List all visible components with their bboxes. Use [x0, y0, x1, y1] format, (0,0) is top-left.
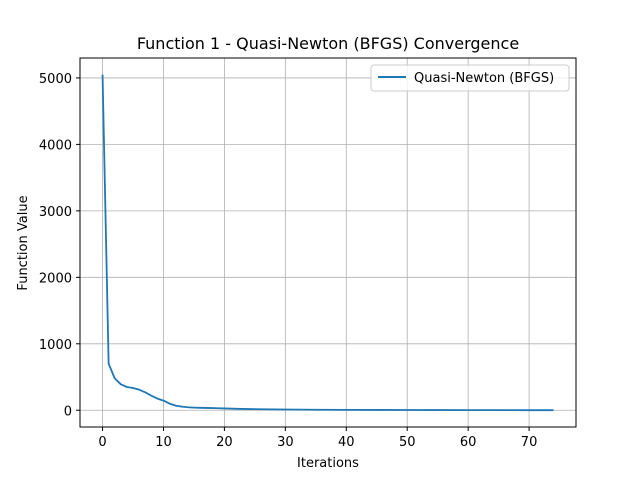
y-tick-label: 1000	[39, 338, 72, 353]
tick-layer: 0 10 20 30 40 50 60 70 0 1000 2000 3000 4000 5000	[39, 72, 537, 450]
y-tick-label: 3000	[39, 205, 72, 220]
y-tick-label: 4000	[39, 138, 72, 153]
legend: Quasi-Newton (BFGS)	[370, 64, 570, 92]
x-axis-label: Iterations	[297, 456, 359, 471]
y-tick-label: 5000	[39, 72, 72, 87]
series-layer	[101, 74, 554, 412]
x-tick-label: 20	[216, 435, 233, 450]
x-tick-label: 50	[399, 435, 416, 450]
legend-label: Quasi-Newton (BFGS)	[414, 71, 554, 86]
x-tick-label: 40	[338, 435, 355, 450]
x-tick-label: 70	[521, 435, 538, 450]
plot-frame	[79, 57, 577, 428]
y-axis-label: Function Value	[16, 195, 31, 290]
series-line	[101, 74, 554, 412]
y-tick-label: 0	[64, 404, 72, 419]
grid-layer	[80, 58, 576, 427]
y-tick-label: 2000	[39, 271, 72, 286]
x-tick-label: 60	[460, 435, 477, 450]
x-tick-label: 0	[98, 435, 106, 450]
x-tick-label: 30	[277, 435, 294, 450]
x-tick-label: 10	[155, 435, 172, 450]
legend-box	[370, 64, 570, 92]
chart-title: Function 1 - Quasi-Newton (BFGS) Converg…	[137, 34, 519, 53]
